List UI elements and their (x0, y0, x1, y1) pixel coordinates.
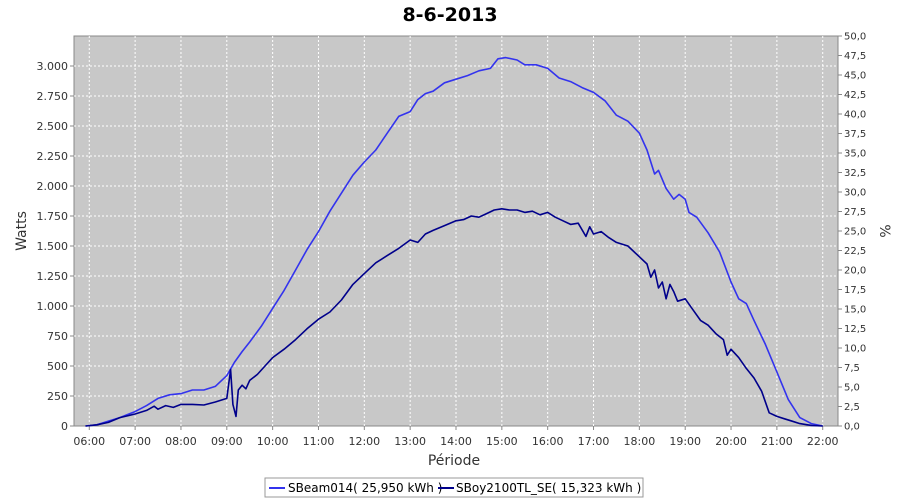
x-tick-label: 19:00 (669, 435, 701, 448)
y-axis-title: Watts (14, 211, 30, 251)
legend: SBeam014( 25,950 kWh ) SBoy2100TL_SE( 15… (264, 477, 644, 498)
y-right-tick-label: 47,5 (844, 51, 866, 62)
legend-label-sboy: SBoy2100TL_SE( 15,323 kWh ) (456, 481, 641, 495)
y-tick-label: 3.000 (37, 60, 69, 73)
x-tick-label: 20:00 (715, 435, 747, 448)
y-right-tick-label: 12,5 (844, 324, 866, 335)
x-tick-label: 09:00 (211, 435, 243, 448)
x-tick-label: 15:00 (486, 435, 518, 448)
y-right-tick-label: 30,0 (844, 188, 866, 199)
series-line-sbeam (85, 56, 823, 427)
y-right-tick-label: 20,0 (844, 266, 866, 277)
y-right-tick-label: 32,5 (844, 168, 866, 179)
y-tick-label: 1.250 (37, 270, 69, 283)
x-axis: 06:00 07:00 08:00 09:00 10:00 11:00 12:00 13:00… (73, 426, 839, 448)
y-right-tick-label: 27,5 (844, 207, 866, 218)
x-tick-label: 06:00 (73, 435, 105, 448)
x-tick-label: 21:00 (761, 435, 793, 448)
y-right-tick-label: 40,0 (844, 110, 866, 121)
grid-layer (74, 36, 838, 426)
y-tick-label: 250 (47, 390, 68, 403)
y-right-tick-label: 2,5 (844, 402, 860, 413)
y-right-tick-label: 37,5 (844, 129, 866, 140)
series-line-sboy (85, 208, 823, 427)
y-right-tick-label: 42,5 (844, 90, 866, 101)
y-tick-label: 0 (61, 420, 68, 433)
chart-title: 8-6-2013 (402, 4, 497, 26)
y-right-tick-label: 5,0 (844, 383, 860, 394)
x-tick-label: 14:00 (440, 435, 472, 448)
y-tick-label: 1.500 (37, 240, 69, 253)
y-right-tick-label: 45,0 (844, 71, 866, 82)
y-right-tick-label: 22,5 (844, 246, 866, 257)
x-tick-label: 12:00 (348, 435, 380, 448)
x-tick-label: 07:00 (119, 435, 151, 448)
right-y-axis: 0,0 2,5 5,0 7,5 10,0 12,5 15,0 17,5 20,0 22,5 25,0… (838, 32, 866, 433)
y-right-tick-label: 17,5 (844, 285, 866, 296)
x-tick-label: 16:00 (532, 435, 564, 448)
x-tick-label: 18:00 (624, 435, 656, 448)
y-right-tick-label: 25,0 (844, 227, 866, 238)
y-right-tick-label: 15,0 (844, 305, 866, 316)
x-tick-label: 11:00 (303, 435, 335, 448)
x-tick-label: 17:00 (578, 435, 610, 448)
y-tick-label: 2.250 (37, 150, 69, 163)
y-tick-label: 750 (47, 330, 68, 343)
x-tick-label: 22:00 (807, 435, 839, 448)
left-y-axis: 0 250 500 750 1.000 1.250 1.500 1.750 2.000 2.250… (37, 60, 74, 433)
y-right-tick-label: 7,5 (844, 363, 860, 374)
y-right-axis-title: % (876, 224, 892, 237)
legend-label-sbeam: SBeam014( 25,950 kWh ) (288, 481, 442, 495)
y-tick-label: 2.750 (37, 90, 69, 103)
y-tick-label: 500 (47, 360, 68, 373)
y-right-tick-label: 35,0 (844, 149, 866, 160)
y-tick-label: 1.750 (37, 210, 69, 223)
x-tick-label: 10:00 (257, 435, 289, 448)
x-axis-title: Période (428, 453, 480, 469)
y-right-tick-label: 0,0 (844, 422, 860, 433)
plot-area (73, 35, 839, 427)
y-right-tick-label: 50,0 (844, 32, 866, 43)
y-tick-label: 2.000 (37, 180, 69, 193)
x-tick-label: 08:00 (165, 435, 197, 448)
y-right-tick-label: 10,0 (844, 344, 866, 355)
y-tick-label: 2.500 (37, 120, 69, 133)
series-layer (85, 56, 823, 427)
y-tick-label: 1.000 (37, 300, 69, 313)
x-tick-label: 13:00 (394, 435, 426, 448)
